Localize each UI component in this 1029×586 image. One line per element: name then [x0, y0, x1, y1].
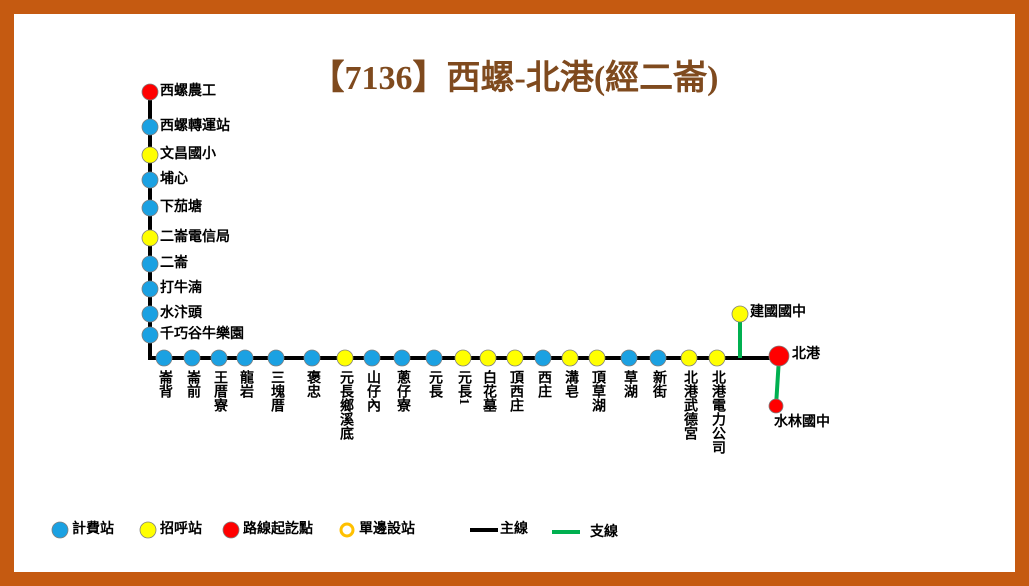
station-dot [141, 229, 159, 247]
station-dot [561, 349, 579, 367]
station-dot [51, 521, 69, 539]
station-label: 計費站 [72, 522, 114, 537]
station-label: 西螺轉運站 [160, 119, 230, 134]
station-dot [506, 349, 524, 367]
station-label: 褒忠 [305, 370, 320, 398]
station-dot [141, 305, 159, 323]
station-label: 北港 [792, 347, 820, 362]
station-dot [141, 326, 159, 344]
station-dot [210, 349, 228, 367]
station-label: 元長鄉溪底 [338, 370, 353, 440]
station-label: 王厝寮 [212, 370, 227, 412]
station-dot [454, 349, 472, 367]
station-label: 文昌國小 [160, 147, 216, 162]
station-label: 打牛湳 [160, 281, 202, 296]
station-label: 草湖 [622, 370, 637, 398]
station-dot [620, 349, 638, 367]
station-label: 路線起訖點 [243, 522, 313, 537]
station-dot [731, 305, 749, 323]
station-dot [768, 345, 790, 367]
station-label: 支線 [590, 525, 618, 540]
station-dot [425, 349, 443, 367]
station-dot [479, 349, 497, 367]
station-dot [336, 349, 354, 367]
main-line [148, 92, 780, 360]
station-dot [139, 521, 157, 539]
station-label: 白花墓 [481, 370, 496, 412]
station-dot [141, 255, 159, 273]
station-dot [141, 118, 159, 136]
station-dot [393, 349, 411, 367]
station-label: 西庄 [536, 370, 551, 398]
station-label: 下茄塘 [160, 200, 202, 215]
station-label: 頂草湖 [590, 370, 605, 412]
station-label: 崙背 [157, 370, 172, 398]
station-dot [534, 349, 552, 367]
legend-marker [339, 522, 355, 538]
station-dot [588, 349, 606, 367]
station-dot [183, 349, 201, 367]
station-label: 三塊厝 [269, 370, 284, 412]
station-label: 北港武德宮 [682, 370, 697, 440]
station-label: 頂西庄 [508, 370, 523, 412]
station-label: 山仔內 [365, 370, 380, 412]
station-dot [236, 349, 254, 367]
station-dot [141, 83, 159, 101]
station-dot [768, 398, 784, 414]
station-label: 水汴頭 [160, 306, 202, 321]
station-label: 元長1 [456, 370, 471, 405]
station-label: 水林國中 [774, 415, 830, 430]
station-label: 單邊設站 [359, 522, 415, 537]
station-label: 招呼站 [160, 522, 202, 537]
station-label: 西螺農工 [160, 84, 216, 99]
station-dot [141, 280, 159, 298]
station-label: 溝皂 [563, 370, 578, 398]
station-label: 千巧谷牛樂園 [160, 327, 244, 342]
canvas [14, 14, 1015, 572]
station-label: 新街 [651, 370, 666, 398]
station-dot [141, 171, 159, 189]
station-label: 崙前 [185, 370, 200, 398]
station-dot [267, 349, 285, 367]
station-label: 元長 [427, 370, 442, 398]
station-dot [155, 349, 173, 367]
station-label: 主線 [500, 522, 528, 537]
station-dot [680, 349, 698, 367]
station-dot [141, 146, 159, 164]
station-dot [708, 349, 726, 367]
station-label: 龍岩 [238, 370, 253, 398]
title: 【7136】西螺-北港(經二崙) [310, 60, 719, 97]
station-label: 北港電力公司 [710, 370, 725, 454]
station-label: 二崙電信局 [160, 230, 230, 245]
station-dot [363, 349, 381, 367]
station-label: 二崙 [160, 256, 188, 271]
station-label: 埔心 [160, 172, 188, 187]
station-dot [303, 349, 321, 367]
station-dot [649, 349, 667, 367]
station-label: 蔥仔寮 [395, 370, 410, 412]
station-dot [222, 521, 240, 539]
station-dot [141, 199, 159, 217]
station-label: 建國國中 [750, 305, 806, 320]
